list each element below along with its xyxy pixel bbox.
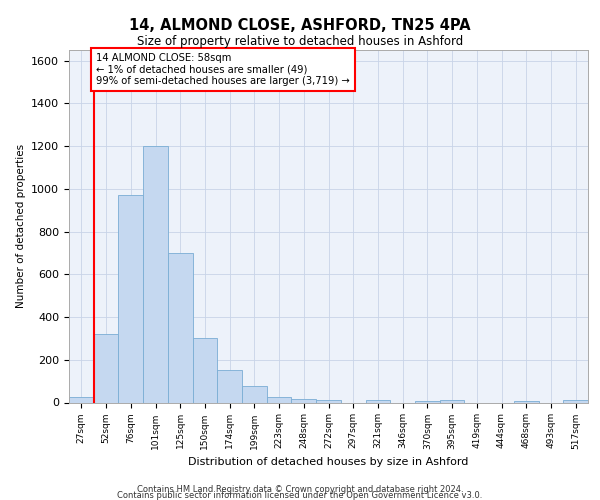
Bar bbox=[69, 397, 94, 402]
Bar bbox=[94, 334, 118, 402]
Bar bbox=[168, 253, 193, 402]
Text: Size of property relative to detached houses in Ashford: Size of property relative to detached ho… bbox=[137, 35, 463, 48]
Text: 14, ALMOND CLOSE, ASHFORD, TN25 4PA: 14, ALMOND CLOSE, ASHFORD, TN25 4PA bbox=[129, 18, 471, 32]
Bar bbox=[292, 398, 316, 402]
Bar bbox=[242, 386, 267, 402]
Bar bbox=[365, 400, 390, 402]
Text: 14 ALMOND CLOSE: 58sqm
← 1% of detached houses are smaller (49)
99% of semi-deta: 14 ALMOND CLOSE: 58sqm ← 1% of detached … bbox=[96, 53, 350, 86]
Text: Contains public sector information licensed under the Open Government Licence v3: Contains public sector information licen… bbox=[118, 491, 482, 500]
Y-axis label: Number of detached properties: Number of detached properties bbox=[16, 144, 26, 308]
Bar bbox=[217, 370, 242, 402]
Text: Contains HM Land Registry data © Crown copyright and database right 2024.: Contains HM Land Registry data © Crown c… bbox=[137, 485, 463, 494]
Bar bbox=[193, 338, 217, 402]
Bar bbox=[316, 400, 341, 402]
Bar bbox=[440, 400, 464, 402]
Bar bbox=[267, 396, 292, 402]
Bar bbox=[563, 400, 588, 402]
Bar bbox=[143, 146, 168, 403]
Bar bbox=[118, 196, 143, 402]
X-axis label: Distribution of detached houses by size in Ashford: Distribution of detached houses by size … bbox=[188, 457, 469, 467]
